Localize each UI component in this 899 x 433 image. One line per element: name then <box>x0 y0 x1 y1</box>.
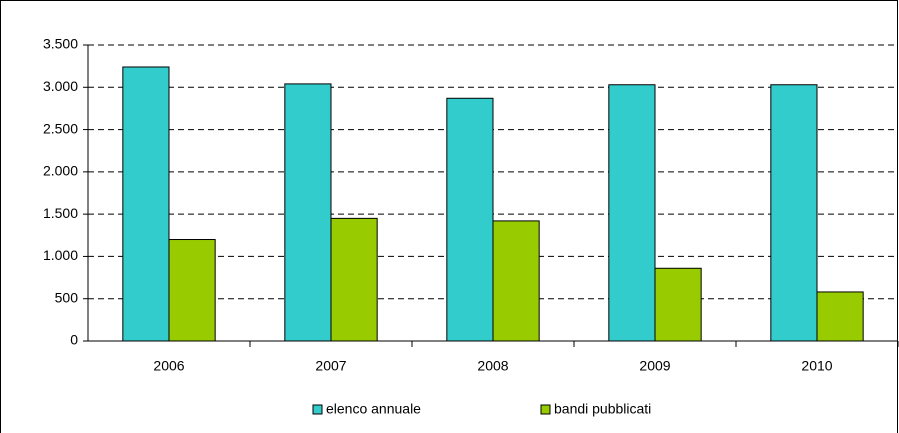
legend-swatch <box>312 404 323 415</box>
bar <box>330 217 378 342</box>
bar <box>816 291 864 342</box>
x-tick-label: 2008 <box>477 358 508 374</box>
y-tick-label: 3.500 <box>43 36 78 52</box>
legend-label: bandi pubblicati <box>554 401 651 417</box>
bar <box>654 267 702 342</box>
y-tick-label: 2.500 <box>43 120 78 136</box>
y-tick-label: 1.500 <box>43 205 78 221</box>
bar <box>446 97 494 342</box>
bar <box>122 66 170 342</box>
legend-label: elenco annuale <box>326 401 421 417</box>
bar <box>284 83 332 342</box>
x-tick-label: 2006 <box>153 358 184 374</box>
y-tick-label: 3.000 <box>43 78 78 94</box>
y-tick-label: 0 <box>70 332 78 348</box>
bar <box>168 239 216 342</box>
bar <box>770 84 818 342</box>
bar <box>492 220 540 342</box>
y-tick-label: 1.000 <box>43 247 78 263</box>
y-tick-label: 500 <box>55 289 79 305</box>
y-tick-label: 2.000 <box>43 163 78 179</box>
legend-swatch <box>540 404 551 415</box>
x-tick-label: 2007 <box>315 358 346 374</box>
x-tick-label: 2010 <box>801 358 832 374</box>
x-tick-label: 2009 <box>639 358 670 374</box>
bar <box>608 84 656 342</box>
